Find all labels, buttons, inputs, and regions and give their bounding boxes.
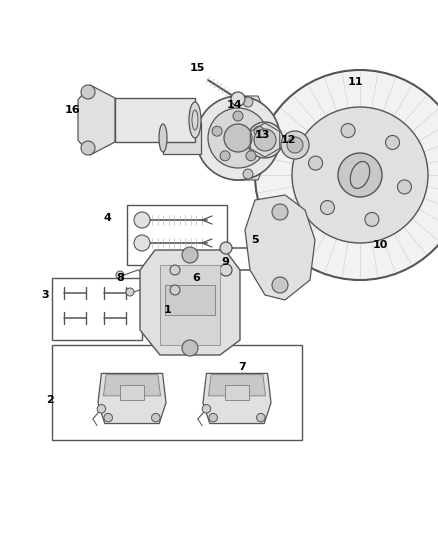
Circle shape <box>341 124 355 138</box>
Text: 6: 6 <box>192 273 200 283</box>
Circle shape <box>170 285 180 295</box>
Circle shape <box>247 122 283 158</box>
Circle shape <box>202 405 211 413</box>
Circle shape <box>385 135 399 149</box>
Circle shape <box>152 414 160 422</box>
Ellipse shape <box>189 102 201 138</box>
Circle shape <box>243 97 253 107</box>
Circle shape <box>255 70 438 280</box>
Text: 2: 2 <box>46 395 54 405</box>
Bar <box>225 385 249 400</box>
Circle shape <box>126 288 134 296</box>
Circle shape <box>287 137 303 153</box>
Polygon shape <box>203 374 271 424</box>
Polygon shape <box>245 195 315 300</box>
Text: 3: 3 <box>41 290 49 300</box>
Text: 11: 11 <box>347 77 363 87</box>
Circle shape <box>104 414 113 422</box>
Text: 15: 15 <box>189 63 205 73</box>
Text: 8: 8 <box>116 273 124 283</box>
Bar <box>120 385 144 400</box>
Text: 16: 16 <box>64 105 80 115</box>
Text: 10: 10 <box>372 240 388 250</box>
Circle shape <box>243 169 253 179</box>
Circle shape <box>272 277 288 293</box>
Circle shape <box>254 126 264 136</box>
Bar <box>165 285 215 315</box>
Text: 5: 5 <box>251 235 259 245</box>
Circle shape <box>182 340 198 356</box>
Bar <box>163 122 201 154</box>
Circle shape <box>116 271 124 279</box>
Circle shape <box>397 180 411 194</box>
Circle shape <box>209 414 217 422</box>
Circle shape <box>220 264 232 276</box>
Bar <box>160 265 220 345</box>
Circle shape <box>292 107 428 243</box>
Circle shape <box>196 96 280 180</box>
Circle shape <box>81 85 95 99</box>
Circle shape <box>365 213 379 227</box>
Polygon shape <box>233 96 263 118</box>
Polygon shape <box>208 375 265 396</box>
Circle shape <box>231 92 245 106</box>
Bar <box>52 345 302 440</box>
Circle shape <box>321 200 335 214</box>
Text: 4: 4 <box>103 213 111 223</box>
Circle shape <box>233 111 243 121</box>
Text: 7: 7 <box>238 362 246 372</box>
Circle shape <box>224 124 252 152</box>
Circle shape <box>134 235 150 251</box>
Circle shape <box>246 151 256 161</box>
Circle shape <box>272 204 288 220</box>
Polygon shape <box>233 158 263 180</box>
Polygon shape <box>103 375 161 396</box>
Circle shape <box>338 153 382 197</box>
Text: 12: 12 <box>280 135 296 145</box>
Circle shape <box>81 141 95 155</box>
Circle shape <box>281 131 309 159</box>
Polygon shape <box>140 250 240 355</box>
Circle shape <box>182 247 198 263</box>
Circle shape <box>257 414 265 422</box>
Circle shape <box>212 126 222 136</box>
Circle shape <box>220 242 232 254</box>
Text: 9: 9 <box>221 257 229 267</box>
Circle shape <box>97 405 106 413</box>
Bar <box>52 278 142 340</box>
Circle shape <box>208 108 268 168</box>
Ellipse shape <box>159 124 167 152</box>
Bar <box>127 205 227 265</box>
Circle shape <box>254 129 276 151</box>
Circle shape <box>134 212 150 228</box>
Text: 13: 13 <box>254 130 270 140</box>
Bar <box>115 98 195 142</box>
Circle shape <box>170 265 180 275</box>
Circle shape <box>220 151 230 161</box>
Circle shape <box>308 156 322 170</box>
Text: 1: 1 <box>164 305 172 315</box>
Text: 14: 14 <box>227 100 243 110</box>
Polygon shape <box>98 374 166 424</box>
Polygon shape <box>78 85 115 155</box>
